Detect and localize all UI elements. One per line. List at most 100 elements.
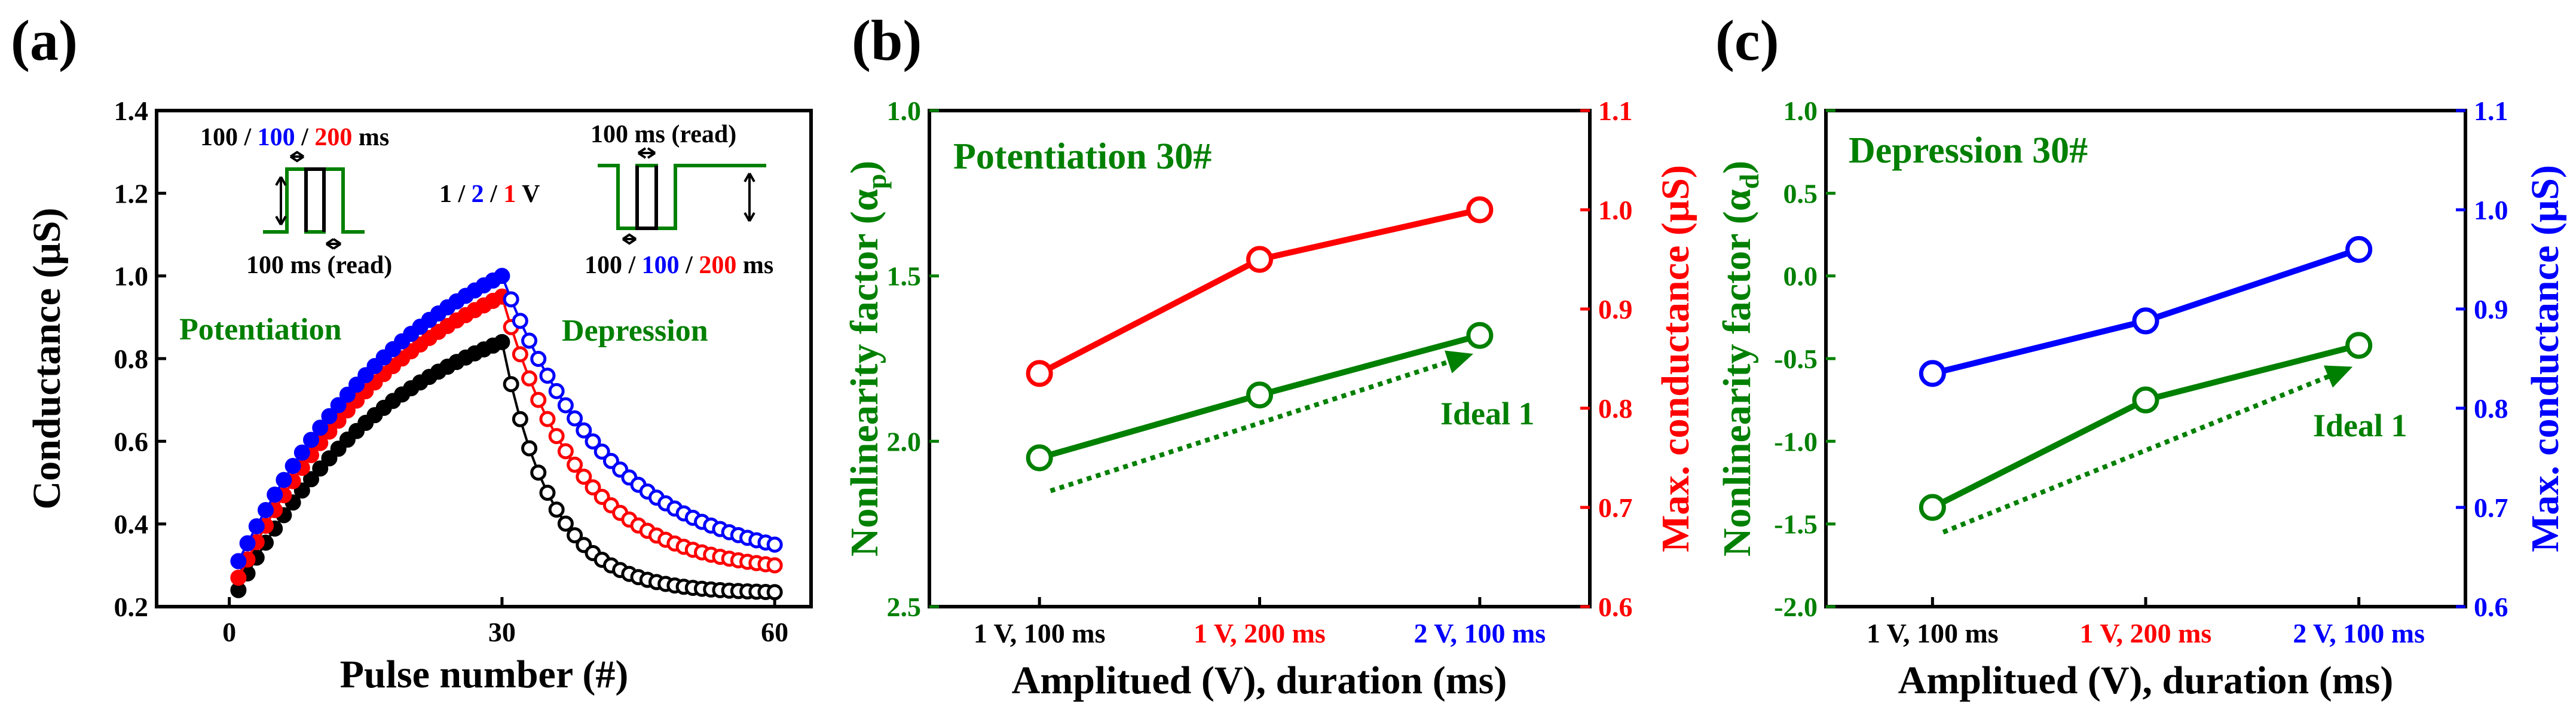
panel-b-title: Potentiation 30# <box>953 136 1211 177</box>
panel-c-x-label: Amplitued (V), duration (ms) <box>1898 659 2394 702</box>
panel-b-right-y-label: Max. conductance (μS) <box>1654 165 1697 552</box>
right-y-tick-label: 1.0 <box>1598 195 1633 225</box>
panel-c-title: Depression 30# <box>1849 130 2088 171</box>
depression-point <box>539 368 556 384</box>
x-tick-label: 1 V, 200 ms <box>2080 618 2212 648</box>
right-y-tick-label: 0.9 <box>1598 294 1633 325</box>
max-conductance-point <box>2345 235 2373 263</box>
potentiation-point <box>284 458 301 475</box>
x-tick-label: 0 <box>222 617 236 647</box>
depression-point <box>548 501 565 518</box>
left-y-tick-label: 0.5 <box>1783 178 1818 209</box>
potentiation-point <box>321 408 338 424</box>
panel-a-y-label: Conductance (μS) <box>25 208 69 510</box>
depression-point <box>548 428 565 445</box>
right-y-tick-label: 0.7 <box>1598 492 1633 523</box>
depression-point <box>766 536 783 553</box>
panel-b-x-axis: 1 V, 100 ms 1 V, 200 ms 2 V, 100 ms <box>974 597 1546 648</box>
depression-point <box>557 443 574 460</box>
left-y-tick-label: 0.0 <box>1783 261 1818 292</box>
depression-point <box>593 443 610 460</box>
depression-point <box>557 397 574 414</box>
panel-a-x-label: Pulse number (#) <box>340 653 629 696</box>
depression-pulse-diagram <box>598 147 766 245</box>
panel-c-left-axis: -2.0 -1.5 -1.0 -0.5 0.0 0.5 1.0 <box>1774 96 1835 622</box>
panel-a-label: (a) <box>11 8 78 72</box>
left-y-tick-label: 1.0 <box>1783 96 1818 126</box>
potentiation-point <box>339 386 356 403</box>
depression-point <box>521 332 538 349</box>
depression-point <box>548 383 565 399</box>
panel-c: (c) -2.0-1.5-1.0-0.50.00.51.0 0.60.70.80… <box>1715 8 2567 702</box>
left-y-tick-label: 2.0 <box>887 426 922 457</box>
potentiation-point <box>293 444 310 461</box>
nonlinearity-point <box>1919 494 1946 521</box>
right-y-tick-label: 0.8 <box>2474 393 2508 424</box>
x-tick-label: 2 V, 100 ms <box>1414 618 1546 648</box>
depression-point <box>576 422 592 439</box>
y-tick-label: 0.4 <box>114 509 149 540</box>
ideal-arrow-head <box>1445 350 1474 374</box>
right-y-tick-label: 0.8 <box>1598 393 1633 424</box>
pulse-left-bottom-label: 100 ms (read) <box>246 252 392 279</box>
depression-point <box>512 346 528 363</box>
panel-a-y-axis: 0.2 0.4 0.6 0.8 1.0 1.2 1.4 <box>114 96 166 622</box>
ideal-arrow-line <box>1050 353 1470 494</box>
depression-point <box>503 291 519 308</box>
depression-point <box>766 557 783 574</box>
pulse-right-bottom-label: 100 / 100 / 200 ms <box>585 252 773 279</box>
nonlinearity-point <box>1466 322 1494 349</box>
depression-point <box>503 376 519 393</box>
ideal-arrow-line <box>1942 366 2349 535</box>
depression-point <box>530 351 547 368</box>
y-tick-label: 0.8 <box>114 344 149 374</box>
potentiation-point <box>248 518 265 535</box>
potentiation-point <box>303 471 320 488</box>
max-conductance-point <box>2132 307 2159 335</box>
depression-point <box>766 584 783 601</box>
depression-point <box>521 440 538 457</box>
y-tick-label: 1.0 <box>114 261 149 292</box>
depression-point <box>557 515 574 532</box>
x-tick-label: 1 V, 200 ms <box>1194 618 1326 648</box>
left-y-tick-label: -1.0 <box>1774 426 1818 457</box>
depression-point <box>585 479 601 495</box>
nonlinearity-line <box>1931 342 2360 510</box>
panel-b: (b) 1.0 1.5 2.0 2.5 0.6 0.7 0.8 0.9 1.0 1.1 1 V,… <box>843 8 1697 702</box>
depression-point <box>576 469 592 485</box>
potentiation-point <box>230 570 247 586</box>
x-tick-label: 60 <box>761 617 788 647</box>
panel-b-series <box>1026 196 1494 494</box>
potentiation-point <box>293 482 310 499</box>
ideal-arrow-head <box>2323 365 2353 388</box>
potentiation-point <box>330 397 347 414</box>
right-y-tick-label: 1.1 <box>1598 96 1633 126</box>
depression-point <box>530 464 547 481</box>
right-y-tick-label: 1.0 <box>2474 195 2508 225</box>
potentiation-point <box>321 450 338 467</box>
panel-c-right-axis: 0.6 0.7 0.8 0.9 1.0 1.1 <box>2456 96 2508 622</box>
panel-b-frame <box>928 109 1592 608</box>
potentiation-point <box>267 487 283 503</box>
left-y-tick-label: 1.5 <box>887 261 922 292</box>
pulse-left-top-label: 100 / 100 / 200 ms <box>200 124 389 151</box>
left-y-tick-label: 1.0 <box>887 96 922 126</box>
panel-c-x-axis: 1 V, 100 ms 1 V, 200 ms 2 V, 100 ms <box>1867 597 2425 648</box>
depression-label: Depression <box>562 314 708 348</box>
panel-b-left-y-label: Nonlinearity factor (αp) <box>843 161 892 556</box>
right-y-tick-label: 0.7 <box>2474 492 2508 523</box>
potentiation-point <box>312 460 329 477</box>
potentiation-point <box>494 268 510 284</box>
depression-point <box>539 411 556 427</box>
panel-b-ideal-label: Ideal 1 <box>1440 396 1535 432</box>
panel-a-series <box>230 268 783 601</box>
right-y-tick-label: 0.9 <box>2474 294 2508 325</box>
potentiation-point <box>230 553 247 570</box>
depression-point <box>512 411 528 427</box>
panel-a-x-axis: 0 30 60 <box>222 597 788 647</box>
panel-b-right-axis: 0.6 0.7 0.8 0.9 1.0 1.1 <box>1580 96 1633 622</box>
y-tick-label: 0.6 <box>114 426 149 457</box>
potentiation-point <box>239 535 256 552</box>
x-tick-label: 2 V, 100 ms <box>2293 618 2425 648</box>
